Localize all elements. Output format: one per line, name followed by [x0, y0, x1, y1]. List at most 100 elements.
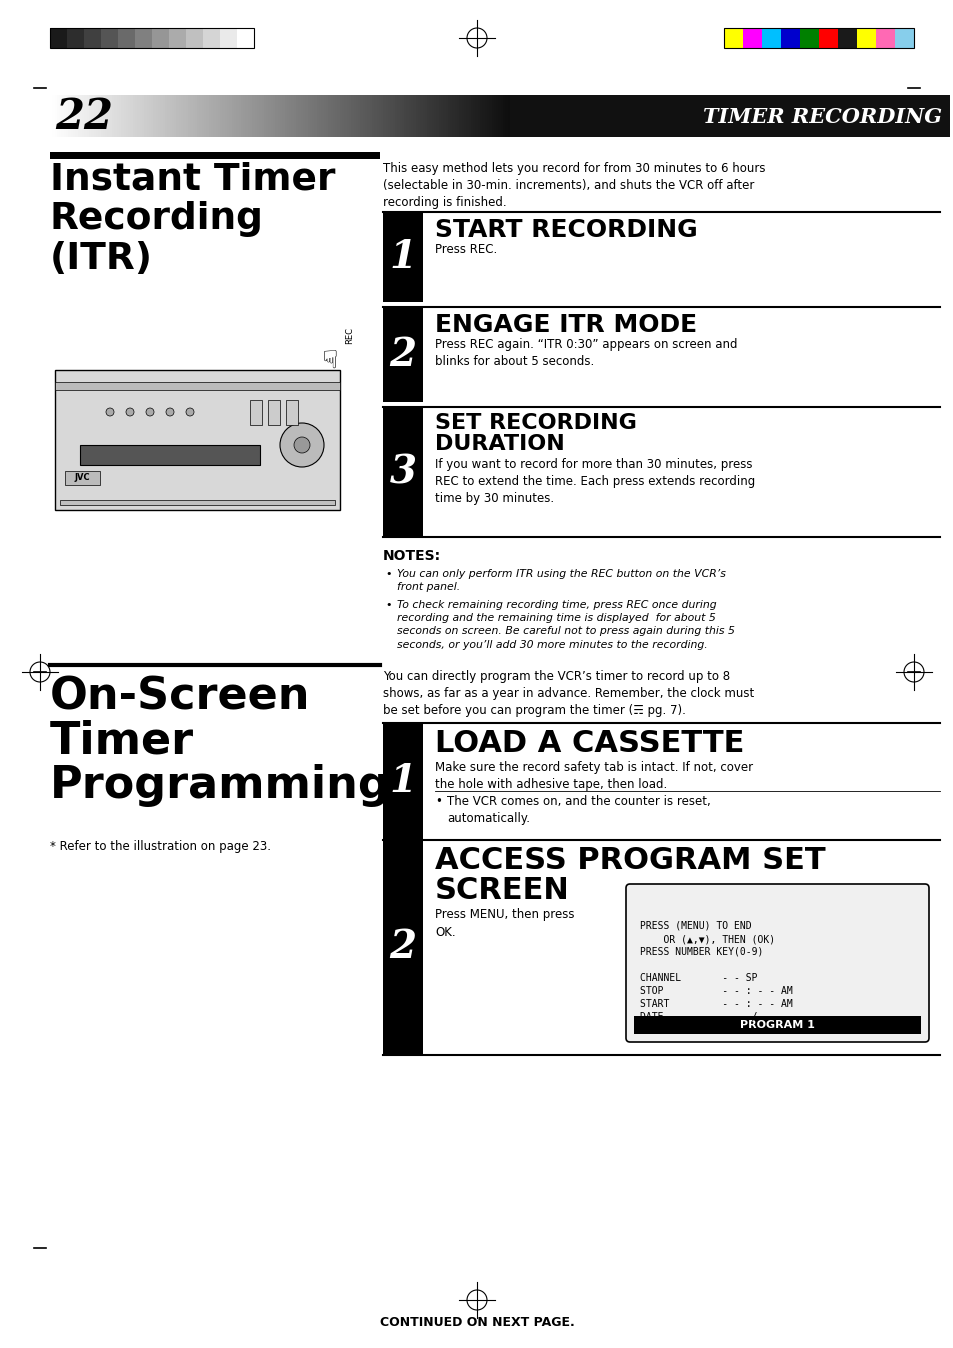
Bar [241, 94, 243, 137]
Text: Make sure the record safety tab is intact. If not, cover
the hole with adhesive : Make sure the record safety tab is intac… [435, 762, 752, 791]
Bar [50, 152, 379, 159]
Bar [268, 94, 271, 137]
Bar [362, 94, 365, 137]
Bar [466, 94, 469, 137]
Bar [137, 94, 140, 137]
Bar [452, 94, 455, 137]
Bar [344, 94, 347, 137]
Bar [65, 470, 100, 485]
Bar [382, 212, 422, 302]
Circle shape [280, 423, 324, 466]
Bar [174, 94, 177, 137]
Text: On-Screen
Timer
Programming: On-Screen Timer Programming [50, 675, 391, 807]
Bar [124, 94, 126, 137]
Bar [424, 94, 427, 137]
Bar [328, 94, 331, 137]
Bar [256, 94, 259, 137]
Bar [183, 94, 186, 137]
Bar [316, 94, 319, 137]
Bar [349, 94, 352, 137]
Bar [307, 94, 310, 137]
Bar [85, 94, 88, 137]
Bar [634, 1016, 920, 1034]
Bar [417, 94, 420, 137]
Text: Instant Timer
Recording
(ITR): Instant Timer Recording (ITR) [50, 162, 335, 276]
Text: * Refer to the illustration on page 23.: * Refer to the illustration on page 23. [50, 840, 271, 853]
Bar [233, 94, 236, 137]
Bar [723, 28, 742, 49]
Bar [500, 94, 503, 137]
Bar [100, 94, 103, 137]
Circle shape [106, 408, 113, 417]
Bar [292, 94, 294, 137]
Bar [482, 94, 485, 137]
Bar [800, 28, 818, 49]
Bar [131, 94, 133, 137]
Bar [110, 94, 112, 137]
Bar [147, 94, 150, 137]
Bar [376, 94, 379, 137]
Text: The VCR comes on, and the counter is reset,
automatically.: The VCR comes on, and the counter is res… [447, 795, 710, 825]
Text: Press REC.: Press REC. [435, 243, 497, 256]
Bar [275, 94, 278, 137]
Bar [761, 28, 781, 49]
Bar [89, 94, 91, 137]
Bar [67, 28, 84, 49]
Bar [401, 94, 404, 137]
Bar [331, 94, 333, 137]
Bar [310, 94, 313, 137]
Bar [59, 94, 62, 137]
Bar [298, 94, 301, 137]
Bar [155, 94, 158, 137]
Bar [502, 94, 505, 137]
Text: NOTES:: NOTES: [382, 549, 440, 563]
Bar [383, 94, 386, 137]
Bar [326, 94, 329, 137]
Text: LOAD A CASSETTE: LOAD A CASSETTE [435, 729, 743, 758]
Text: •: • [385, 600, 391, 611]
Bar [286, 400, 297, 425]
Bar [399, 94, 402, 137]
Bar [781, 28, 800, 49]
Bar [194, 94, 197, 137]
Bar [186, 94, 189, 137]
Bar [215, 94, 218, 137]
Bar [321, 94, 324, 137]
Text: REC: REC [345, 326, 355, 344]
Bar [406, 94, 409, 137]
Bar [475, 94, 477, 137]
Bar [158, 94, 161, 137]
Bar [71, 94, 73, 137]
Bar [52, 94, 55, 137]
Bar [118, 28, 135, 49]
Bar [105, 94, 108, 137]
Bar [50, 28, 67, 49]
Bar [337, 94, 340, 137]
Bar [206, 94, 209, 137]
Bar [108, 94, 111, 137]
Bar [318, 94, 321, 137]
Bar [101, 28, 118, 49]
Bar [295, 94, 298, 137]
Bar [496, 94, 498, 137]
Bar [190, 94, 193, 137]
Bar [186, 28, 203, 49]
Bar [80, 94, 83, 137]
Text: PRESS NUMBER KEY(0-9): PRESS NUMBER KEY(0-9) [639, 948, 762, 957]
Bar [178, 94, 181, 137]
Text: 2: 2 [389, 336, 416, 373]
Bar [479, 94, 482, 137]
Bar [289, 94, 292, 137]
Bar [238, 94, 241, 137]
Bar [259, 94, 262, 137]
Circle shape [126, 408, 133, 417]
Bar [440, 94, 443, 137]
Bar [98, 94, 101, 137]
Bar [382, 407, 422, 537]
Bar [268, 400, 280, 425]
Text: DATE           - - / - -: DATE - - / - - [639, 1012, 781, 1022]
Bar [374, 94, 376, 137]
Bar [236, 94, 239, 137]
Bar [66, 94, 69, 137]
Bar [477, 94, 480, 137]
